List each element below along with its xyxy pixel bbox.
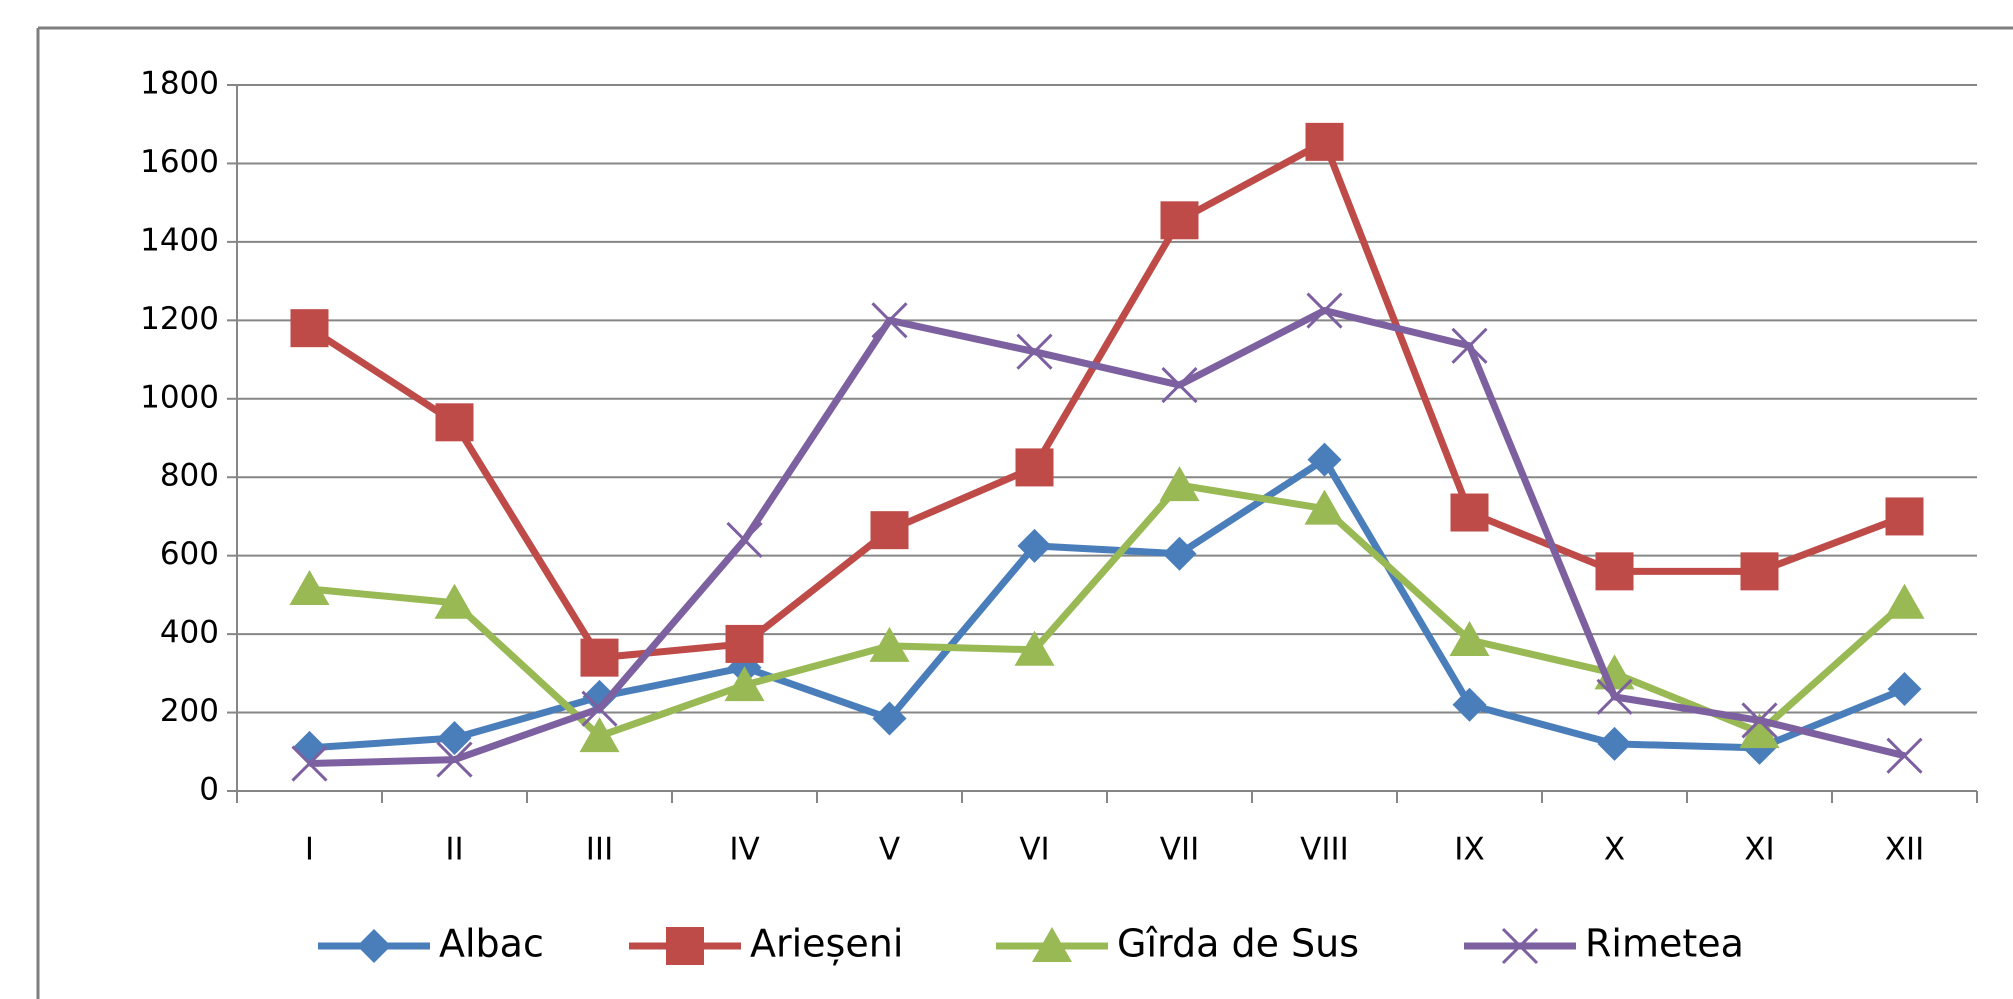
x-tick-label: XII (1885, 832, 1925, 868)
legend-label: Gîrda de Sus (1117, 922, 1359, 966)
marker (582, 679, 617, 714)
x-tick-label: I (305, 832, 314, 868)
marker (871, 302, 908, 339)
marker (870, 511, 909, 550)
marker (869, 626, 910, 662)
legend-label: Rimetea (1585, 922, 1744, 966)
marker (1304, 489, 1345, 525)
marker (1596, 678, 1633, 715)
x-tick-label: VII (1160, 832, 1200, 868)
marker (1451, 327, 1488, 364)
marker (436, 741, 473, 778)
marker (1306, 292, 1343, 329)
marker (357, 929, 391, 963)
series-line (307, 138, 1906, 662)
marker (1741, 702, 1778, 739)
x-tick-label: VI (1019, 832, 1049, 868)
marker (1017, 528, 1052, 563)
marker (1160, 201, 1199, 240)
marker (579, 717, 620, 753)
marker (725, 624, 764, 663)
marker (1501, 927, 1539, 965)
x-tick-label: II (445, 832, 463, 868)
y-tick-label: 400 (160, 615, 219, 651)
marker (437, 721, 472, 756)
marker (1305, 122, 1344, 161)
x-tick-label: VIII (1300, 832, 1349, 868)
marker (1450, 493, 1489, 532)
marker (1307, 442, 1342, 477)
marker (1452, 687, 1487, 722)
series-line (309, 456, 1906, 752)
marker (1886, 737, 1923, 774)
x-tick-label: III (586, 832, 613, 868)
marker (1739, 713, 1780, 749)
x-tick-label: IX (1454, 832, 1484, 868)
marker (666, 927, 704, 965)
y-tick-label: 1400 (140, 222, 219, 258)
x-tick-label: XI (1744, 832, 1774, 868)
y-tick-label: 1600 (140, 144, 219, 180)
marker (872, 701, 907, 736)
x-tick-label: V (879, 832, 900, 868)
legend-label: Arieșeni (750, 922, 903, 966)
y-tick-label: 1200 (140, 301, 219, 337)
marker (1740, 552, 1779, 591)
marker (291, 745, 328, 782)
marker (1159, 466, 1200, 502)
marker (435, 403, 474, 442)
y-tick-label: 600 (160, 536, 219, 572)
marker (1032, 927, 1072, 962)
marker (290, 309, 329, 348)
y-tick-label: 1000 (140, 379, 219, 415)
marker (581, 690, 618, 727)
marker (726, 521, 763, 559)
marker (1887, 672, 1922, 707)
y-tick-label: 0 (199, 772, 219, 808)
marker (434, 583, 475, 619)
marker (1161, 366, 1198, 404)
series-line (309, 481, 1907, 740)
x-tick-label: X (1604, 832, 1625, 868)
y-tick-label: 1800 (140, 66, 219, 102)
marker (1595, 552, 1634, 591)
marker (1162, 536, 1197, 571)
marker (1597, 726, 1632, 761)
marker (580, 638, 619, 677)
marker (1884, 583, 1925, 619)
marker (1449, 620, 1490, 656)
marker (724, 666, 765, 702)
x-tick-label: IV (729, 832, 759, 868)
marker (1016, 333, 1053, 370)
marker (289, 570, 330, 606)
marker (1885, 497, 1924, 536)
legend-label: Albac (439, 922, 544, 966)
marker (1014, 630, 1055, 666)
series-line (309, 307, 1906, 768)
y-tick-label: 800 (160, 458, 219, 494)
y-tick-label: 200 (160, 693, 219, 729)
marker (1015, 448, 1054, 487)
